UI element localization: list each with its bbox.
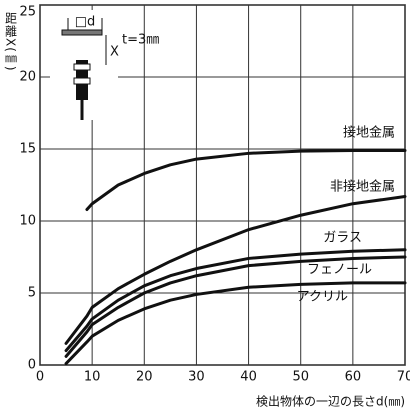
curve	[64, 255, 407, 358]
x-tick-label: 40	[240, 370, 257, 385]
curve	[64, 195, 407, 345]
series-label: 非接地金属	[330, 179, 395, 195]
x-tick-label: 60	[345, 370, 362, 385]
x-tick-label: 30	[188, 370, 205, 385]
series-label: 接地金属	[343, 125, 395, 141]
y-tick-label: 5	[28, 286, 36, 301]
y-tick-label: 0	[28, 358, 36, 373]
x-tick-label: 0	[36, 370, 44, 385]
series-label: アクリル	[297, 290, 348, 305]
x-tick-label: 70	[397, 370, 410, 385]
inset-label: □d	[75, 15, 96, 30]
y-tick-label: 10	[19, 214, 36, 229]
curve	[64, 248, 407, 353]
sensor-nut	[73, 77, 91, 85]
curve	[64, 281, 407, 366]
curve	[85, 148, 407, 211]
y-axis-title: 距離X(㎜)	[4, 12, 18, 72]
sensor-inset: □d X t=3㎜	[50, 10, 159, 120]
sensor-nut	[73, 63, 91, 71]
y-tick-label: 25	[19, 5, 36, 20]
x-tick-label: 10	[84, 370, 101, 385]
series-label: フェノール	[307, 263, 372, 278]
series-label: ガラス	[323, 231, 362, 246]
y-tick-label: 15	[19, 142, 36, 157]
target-plate	[61, 29, 103, 36]
x-tick-label: 20	[136, 370, 153, 385]
inset-label: t=3㎜	[122, 33, 159, 48]
y-tick-label: 20	[19, 70, 36, 85]
inset-label: X	[110, 45, 119, 60]
x-axis-title: 検出物体の一辺の長さd(㎜)	[256, 395, 405, 409]
x-tick-label: 50	[292, 370, 309, 385]
